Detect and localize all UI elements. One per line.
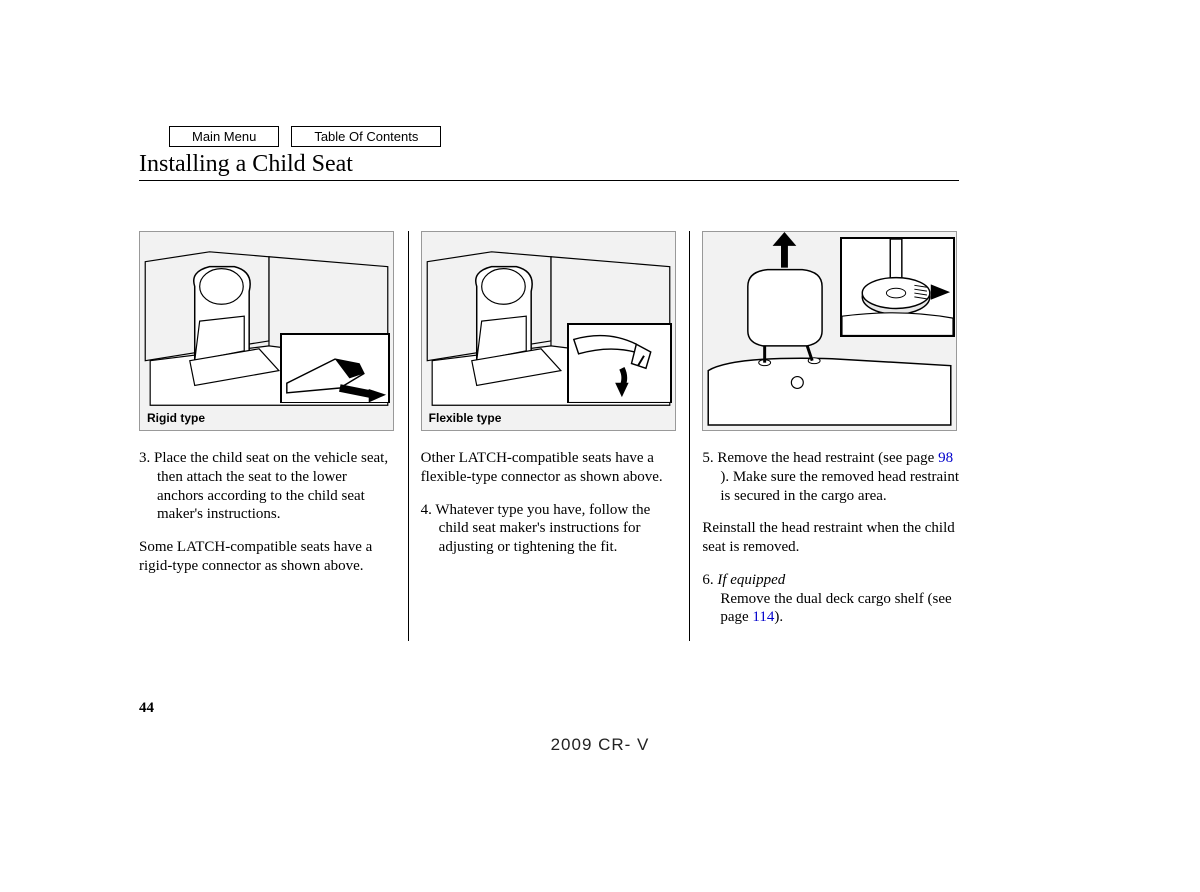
flexible-connector-detail-svg	[569, 325, 670, 402]
illustration-label-flexible: Flexible type	[429, 411, 502, 425]
step-6-text: 6. If equipped Remove the dual deck carg…	[702, 571, 959, 627]
nav-button-row: Main Menu Table Of Contents	[169, 126, 959, 147]
footer-model-year: 2009 CR- V	[0, 735, 1200, 755]
page-link-114[interactable]: 114	[752, 609, 774, 625]
step-5-part-a: 5. Remove the head restraint (see page	[702, 450, 938, 466]
illustration-flexible: Flexible type	[421, 231, 676, 431]
illustration-label-rigid: Rigid type	[147, 411, 205, 425]
right-para-2: Reinstall the head restraint when the ch…	[702, 519, 959, 557]
step-6-italic: If equipped	[717, 572, 785, 588]
left-para-2: Some LATCH-compatible seats have a rigid…	[139, 538, 396, 576]
page-number: 44	[139, 700, 154, 717]
column-right: 5. Remove the head restraint (see page 9…	[689, 231, 959, 641]
step-5-text: 5. Remove the head restraint (see page 9…	[702, 449, 959, 505]
step-6-num: 6.	[702, 572, 717, 588]
rigid-connector-detail-svg	[282, 335, 388, 402]
step-3-text: 3. Place the child seat on the vehicle s…	[139, 449, 396, 524]
illustration-rigid: Rigid type	[139, 231, 394, 431]
column-middle: Flexible type Other LATCH-compatible sea…	[408, 231, 690, 641]
main-menu-button[interactable]: Main Menu	[169, 126, 279, 147]
toc-button[interactable]: Table Of Contents	[291, 126, 441, 147]
middle-para-1: Other LATCH-compatible seats have a flex…	[421, 449, 678, 487]
page-title: Installing a Child Seat	[139, 151, 959, 178]
step-6-part-c: ).	[774, 609, 783, 625]
headrest-release-detail-svg	[842, 239, 953, 336]
page-link-98[interactable]: 98	[938, 450, 953, 466]
column-left: Rigid type 3. Place the child seat on th…	[139, 231, 408, 641]
illustration-headrest	[702, 231, 957, 431]
step-5-part-b: ). Make sure the removed head restraint …	[720, 469, 959, 504]
step-4-text: 4. Whatever type you have, follow the ch…	[421, 501, 678, 557]
title-rule	[139, 180, 959, 181]
manual-page: Main Menu Table Of Contents Installing a…	[139, 126, 959, 641]
content-columns: Rigid type 3. Place the child seat on th…	[139, 231, 959, 641]
